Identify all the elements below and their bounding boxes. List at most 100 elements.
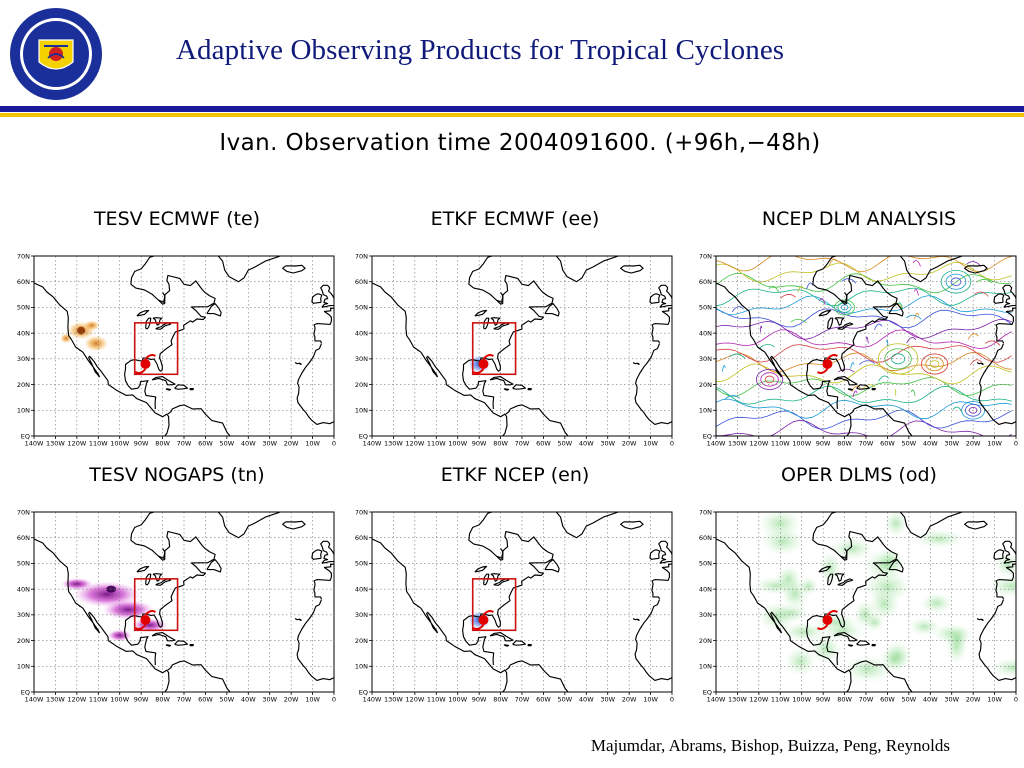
lon-label: 10W (987, 696, 1002, 704)
lon-label: 140W (25, 696, 44, 704)
lon-label: 50W (558, 440, 573, 448)
storm-center (140, 359, 151, 369)
panel-title: NCEP DLM ANALYSIS (761, 208, 957, 230)
lon-label: 130W (384, 696, 403, 704)
lon-label: 120W (405, 696, 424, 704)
coastline-iceland (964, 520, 988, 530)
streamline-segment (966, 261, 982, 267)
storm-center (822, 615, 833, 625)
lat-label: 20N (17, 381, 30, 389)
lon-label: 20W (622, 696, 637, 704)
lon-label: 0 (670, 440, 674, 448)
lon-label: 100W (448, 696, 467, 704)
coastline-jamaica (503, 644, 510, 647)
hurricane-symbol (472, 354, 494, 374)
coastline-ireland (649, 549, 661, 560)
lat-label: 20N (355, 381, 368, 389)
hurricane-symbol (816, 610, 838, 630)
lon-label: 40W (241, 696, 256, 704)
streamline-segment (828, 258, 838, 266)
streamline-segment (967, 333, 979, 340)
lat-label: EQ (21, 432, 30, 440)
coastline-jamaica (165, 644, 172, 647)
lat-label: 50N (17, 304, 30, 312)
map-layers (34, 256, 334, 436)
storm-arm-north (826, 354, 838, 360)
dlms-blob (784, 646, 817, 677)
coastline-canaries (294, 361, 302, 366)
coastline-ireland (649, 293, 661, 304)
streamline-segment (724, 395, 741, 400)
lon-label: 10W (305, 440, 320, 448)
panel-tesv-ecmwf: TESV ECMWF (te) 70N 60N 50N 40N 30N 20N 10N EQ 1… (12, 208, 342, 448)
lat-label: EQ (703, 432, 712, 440)
lon-label: 120W (67, 696, 86, 704)
coastline-bajaIsle (761, 349, 763, 352)
sensitivity-blob (107, 629, 132, 642)
coastline-northAmerica (716, 538, 852, 692)
lon-label: 30W (262, 440, 277, 448)
panel-oper-dlms: OPER DLMS (od) 70N 60N 50N 40N 30N 20N 10N EQ 14… (694, 464, 1024, 704)
lon-label: 0 (332, 696, 336, 704)
coastline-greenland (555, 256, 619, 283)
observation-title: Ivan. Observation time 2004091600. (+96h… (219, 130, 821, 156)
lon-label: 110W (771, 440, 790, 448)
coastline-cuba (489, 632, 514, 642)
coastline-newfoundland (206, 303, 222, 317)
lon-label: 100W (110, 696, 129, 704)
map-layers (34, 512, 334, 692)
streamline (716, 419, 1012, 436)
streamline-segment (852, 390, 858, 398)
lat-label: EQ (359, 688, 368, 696)
streamline-eddy (760, 372, 779, 387)
panel-etkf-ncep: ETKF NCEP (en) 70N 60N 50N 40N 30N 20N 10N EQ 14… (350, 464, 680, 704)
hurricane-symbol (134, 610, 156, 630)
coastline-newfoundland (544, 303, 560, 317)
coastline-newfoundland (544, 559, 560, 573)
lat-label: 50N (355, 304, 368, 312)
coastline-gulfAndEast (167, 404, 231, 436)
coastline-iceland (620, 264, 644, 274)
dlms-blob (908, 617, 941, 636)
streamline-eddy (755, 368, 784, 390)
lon-label: 110W (89, 440, 108, 448)
coastline-canaries (976, 361, 984, 366)
lon-label: 100W (792, 696, 811, 704)
streamline (716, 262, 1012, 283)
slide-title: Adaptive Observing Products for Tropical… (176, 34, 785, 66)
storm-arm-north (482, 354, 494, 360)
coastline-jamaica (847, 644, 854, 647)
streamline (716, 344, 1012, 363)
streamline-segment (905, 314, 922, 320)
panel-title: TESV NOGAPS (tn) (89, 464, 265, 486)
nrl-logo (10, 8, 102, 100)
lat-label: 50N (355, 560, 368, 568)
streamline-segment (976, 279, 993, 284)
streamline-segment (910, 389, 916, 397)
storm-arm-north (482, 610, 494, 616)
streamline-eddy (920, 353, 949, 375)
lon-label: 20W (284, 696, 299, 704)
lat-label: 50N (699, 560, 712, 568)
lat-label: 40N (699, 329, 712, 337)
coastline-canaries (294, 617, 302, 622)
coastline-northAmerica (716, 282, 852, 436)
tick-marks (369, 255, 673, 439)
lon-label: 90W (134, 440, 149, 448)
lat-label: EQ (359, 432, 368, 440)
map-layers (372, 256, 672, 436)
coastline-puertoRico (871, 387, 876, 391)
streamline (716, 287, 1012, 307)
coastline-jamaica (165, 388, 172, 391)
lon-label: 120W (749, 696, 768, 704)
coastline-hispaniola (856, 384, 870, 390)
coastline-britain (658, 540, 672, 564)
lon-label: 120W (405, 440, 424, 448)
map-layers (716, 256, 1016, 436)
coastline-gulfAndEast (849, 660, 913, 692)
coastline-iceland (964, 264, 988, 274)
